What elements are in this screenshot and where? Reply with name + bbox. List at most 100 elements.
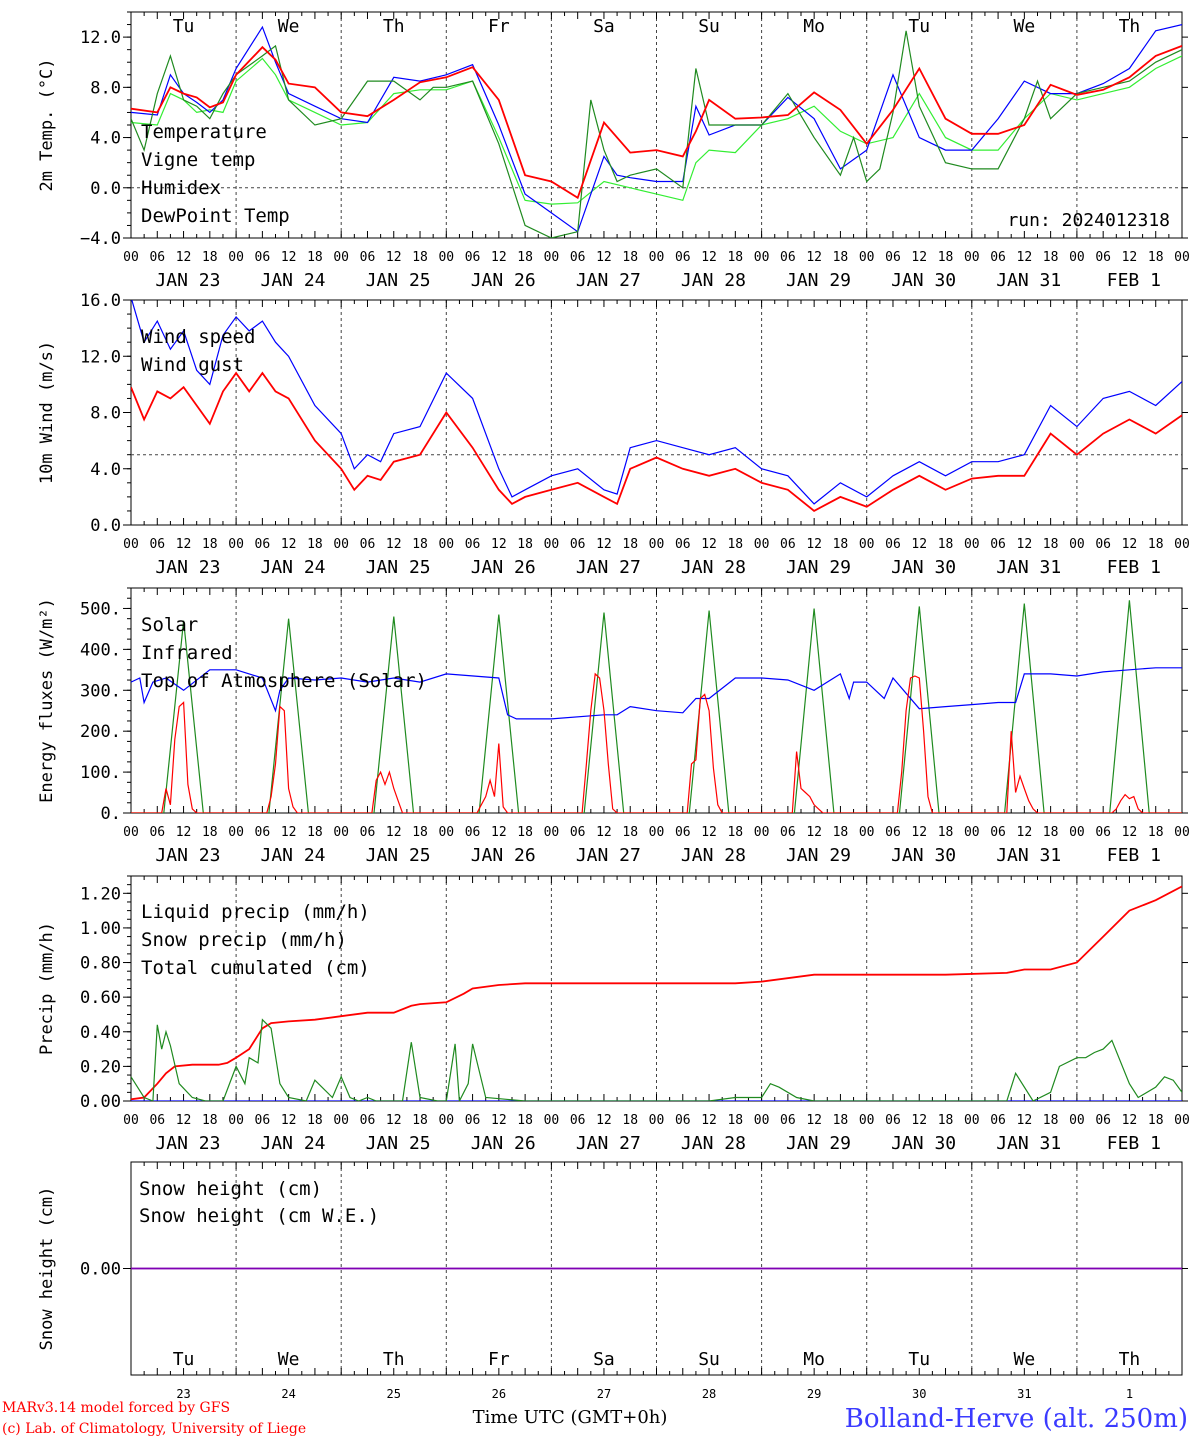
hour-tick-label: 06 [360,1113,376,1128]
day-number-label: 29 [807,1387,821,1401]
day-number-label: 24 [281,1387,295,1401]
hour-tick-label: 00 [123,825,139,840]
date-label: JAN 24 [261,845,326,866]
date-label: JAN 24 [261,557,326,578]
hour-tick-label: 06 [885,825,901,840]
hour-tick-label: 00 [438,250,454,265]
hour-tick-label: 00 [964,1113,980,1128]
legend-entry: Liquid precip (mm/h) [141,901,370,923]
date-label: JAN 30 [891,270,956,291]
hour-tick-label: 06 [360,250,376,265]
date-label: JAN 23 [155,845,220,866]
hour-tick-label: 00 [754,537,770,552]
hour-tick-label: 12 [281,1113,297,1128]
hour-tick-label: 18 [727,250,743,265]
hour-tick-label: 18 [412,250,428,265]
weekday-label: Mo [803,1349,825,1370]
y-tick-label: 400. [80,640,121,660]
y-tick-label: 8.0 [90,78,121,98]
y-tick-label: 0.0 [90,179,121,199]
y-tick-label: 300. [80,681,121,701]
date-label: FEB 1 [1107,845,1161,866]
date-label: JAN 29 [786,557,851,578]
date-label: JAN 29 [786,845,851,866]
hour-tick-label: 12 [1017,1113,1033,1128]
weekday-label: We [1014,1349,1036,1370]
hour-tick-label: 12 [176,250,192,265]
date-label: JAN 27 [576,1133,641,1154]
hour-tick-label: 18 [202,825,218,840]
hour-tick-label: 00 [333,250,349,265]
panel-3: 500. 400. 300. 200. 100. 0. Energy fluxes (W/m… [37,587,1190,866]
hour-tick-label: 12 [1122,537,1138,552]
series-line-total-cumulated-cm- [131,885,1182,1101]
weekday-label: Th [1119,1349,1141,1370]
y-tick-label: 0.40 [80,1023,121,1043]
hour-tick-label: 00 [123,1113,139,1128]
y-tick-label: 1.00 [80,919,121,939]
hour-tick-label: 12 [281,537,297,552]
hour-tick-label: 06 [675,537,691,552]
weekday-label: Sa [593,16,615,37]
hour-tick-label: 12 [281,250,297,265]
hour-tick-label: 06 [465,1113,481,1128]
hour-tick-label: 18 [833,1113,849,1128]
hour-tick-label: 06 [1095,537,1111,552]
hour-tick-label: 00 [333,825,349,840]
date-label: JAN 28 [681,845,746,866]
hour-tick-label: 12 [491,825,507,840]
y-axis-label: Precip (mm/h) [37,922,57,1055]
hour-tick-label: 12 [911,1113,927,1128]
hour-tick-label: 00 [228,250,244,265]
hour-tick-label: 06 [675,825,691,840]
date-label: JAN 31 [996,845,1061,866]
hour-tick-label: 18 [1043,537,1059,552]
hour-tick-label: 06 [1095,1113,1111,1128]
hour-tick-label: 06 [570,250,586,265]
panel-4: 1.20 1.00 0.80 0.60 0.40 0.20 0.00 Precip (mm/h… [37,875,1190,1154]
station-label: Bolland-Herve (alt. 250m) [845,1404,1188,1434]
hour-tick-label: 00 [544,250,560,265]
legend-entry: Top of Atmosphere (Solar) [141,670,427,692]
hour-tick-label: 06 [570,1113,586,1128]
hour-tick-label: 06 [465,537,481,552]
weekday-label: Su [698,16,720,37]
hour-tick-label: 00 [754,1113,770,1128]
hour-tick-label: 12 [806,825,822,840]
x-axis-label: Time UTC (GMT+0h) [473,1407,668,1428]
hour-tick-label: 12 [596,250,612,265]
hour-tick-label: 18 [727,1113,743,1128]
hour-tick-label: 18 [833,250,849,265]
hour-tick-label: 06 [780,537,796,552]
hour-tick-label: 18 [1148,250,1164,265]
weekday-label: Tu [173,16,195,37]
hour-tick-label: 12 [806,1113,822,1128]
hour-tick-label: 00 [544,1113,560,1128]
weekday-label: Su [698,1349,720,1370]
panel-2: 16.0 12.0 8.0 4.0 0.0 10m Wind (m/s) 00 06 12 18 0… [37,291,1190,578]
legend-entry: Total cumulated (cm) [141,957,370,979]
hour-tick-label: 06 [149,250,165,265]
hour-tick-label: 06 [990,250,1006,265]
day-number-label: 26 [492,1387,506,1401]
weekday-label: Fr [488,16,510,37]
hour-tick-label: 12 [701,537,717,552]
date-label: JAN 30 [891,1133,956,1154]
weekday-label: Th [1119,16,1141,37]
y-tick-label: 4.0 [90,129,121,149]
hour-tick-label: 12 [176,537,192,552]
hour-tick-label: 18 [307,825,323,840]
hour-tick-label: 12 [1122,250,1138,265]
hour-tick-label: 18 [622,825,638,840]
hour-tick-label: 06 [990,825,1006,840]
hour-tick-label: 00 [228,1113,244,1128]
date-label: JAN 30 [891,557,956,578]
hour-tick-label: 06 [255,250,271,265]
series-lines [131,885,1182,1101]
hour-tick-label: 00 [1069,825,1085,840]
y-axis-label: Snow height (cm) [37,1187,57,1351]
hour-tick-label: 18 [938,537,954,552]
hour-tick-label: 18 [412,1113,428,1128]
date-label: JAN 25 [366,845,431,866]
date-label: JAN 24 [261,1133,326,1154]
